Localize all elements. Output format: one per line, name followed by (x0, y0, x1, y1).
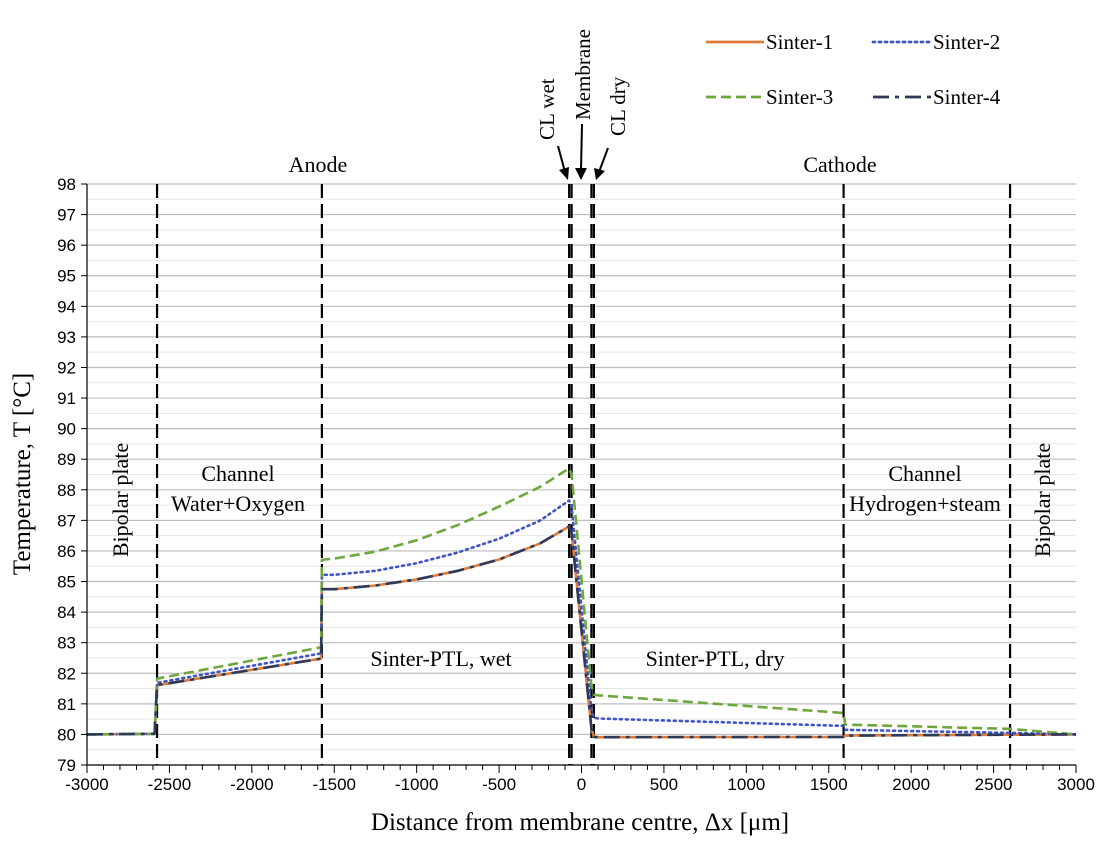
cl-wet-arrowhead (559, 167, 569, 180)
legend-label-sinter-1: Sinter-1 (766, 30, 833, 54)
membrane-arrowhead (575, 168, 587, 180)
anode-label: Anode (289, 152, 348, 177)
ptl-dry-label: Sinter-PTL, dry (646, 646, 785, 671)
series-line-sinter-4 (86, 525, 1077, 739)
layer-annotations: CL wet Membrane CL dry (535, 29, 630, 180)
x-tick-label: 2500 (975, 775, 1013, 794)
y-tick-label: 95 (57, 267, 76, 286)
y-tick-label: 91 (57, 389, 76, 408)
y-tick-label: 82 (57, 664, 76, 683)
cl-dry-label: CL dry (606, 76, 630, 136)
cl-wet-label: CL wet (535, 78, 559, 140)
x-tick-label: 2000 (892, 775, 930, 794)
x-tick-labels: -3000 -2500 -2000 -1500 -1000 -500 0 500 1000 150… (65, 775, 1095, 794)
channel-right-label-line2: Hydrogen+steam (849, 491, 1001, 516)
y-tick-label: 90 (57, 420, 76, 439)
channel-left-label-line2: Water+Oxygen (171, 491, 305, 516)
y-tick-label: 94 (57, 297, 76, 316)
x-tick-label: 3000 (1057, 775, 1095, 794)
membrane-label: Membrane (571, 29, 595, 120)
y-tick-label: 86 (57, 542, 76, 561)
y-tick-label: 96 (57, 236, 76, 255)
y-tick-label: 97 (57, 206, 76, 225)
y-tick-labels: 79 80 81 82 83 84 85 86 87 88 89 90 91 92 93 94 95 96 97 98 (57, 175, 76, 775)
x-tick-label: -2000 (230, 775, 273, 794)
x-tick-label: -3000 (65, 775, 108, 794)
y-tick-label: 92 (57, 358, 76, 377)
y-tick-label: 85 (57, 573, 76, 592)
y-tick-label: 80 (57, 725, 76, 744)
x-tick-label: -1000 (395, 775, 438, 794)
x-axis-title: Distance from membrane centre, Δx [μm] (371, 809, 789, 836)
legend: Sinter-1 Sinter-2 Sinter-3 Sinter-4 (706, 30, 1001, 109)
bipolar-plate-right-label: Bipolar plate (1030, 443, 1055, 557)
x-tick-label: 1000 (727, 775, 765, 794)
x-tick-label: -1500 (313, 775, 356, 794)
bipolar-plate-left-label: Bipolar plate (108, 443, 133, 557)
legend-label-sinter-4: Sinter-4 (933, 85, 1001, 109)
legend-label-sinter-3: Sinter-3 (766, 85, 833, 109)
y-axis-title: Temperature, T [°C] (9, 373, 36, 575)
y-tick-label: 93 (57, 328, 76, 347)
x-tick-label: 1500 (810, 775, 848, 794)
x-tick-label: -2500 (148, 775, 191, 794)
channel-right-label-line1: Channel (888, 461, 961, 486)
series-line-sinter-2 (85, 499, 1078, 736)
data-series (85, 467, 1078, 739)
y-tick-label: 87 (57, 511, 76, 530)
cl-wet-arrow (557, 145, 566, 173)
cl-dry-arrowhead (594, 168, 605, 180)
y-tick-label: 79 (57, 756, 76, 775)
x-tick-label: -500 (482, 775, 516, 794)
y-tick-label: 81 (57, 695, 76, 714)
cathode-label: Cathode (803, 152, 876, 177)
tick-marks (81, 183, 1077, 773)
y-tick-label: 89 (57, 450, 76, 469)
x-tick-label: 500 (650, 775, 678, 794)
y-tick-label: 83 (57, 634, 76, 653)
membrane-arrow (580, 123, 583, 171)
x-tick-label: 0 (577, 775, 586, 794)
y-tick-label: 88 (57, 481, 76, 500)
channel-left-label-line1: Channel (201, 461, 274, 486)
cl-dry-arrow (598, 147, 609, 173)
y-tick-label: 84 (57, 603, 76, 622)
ptl-wet-label: Sinter-PTL, wet (370, 646, 511, 671)
series-line-sinter-3 (86, 467, 1077, 736)
y-tick-label: 98 (57, 175, 76, 194)
legend-label-sinter-2: Sinter-2 (933, 30, 1000, 54)
